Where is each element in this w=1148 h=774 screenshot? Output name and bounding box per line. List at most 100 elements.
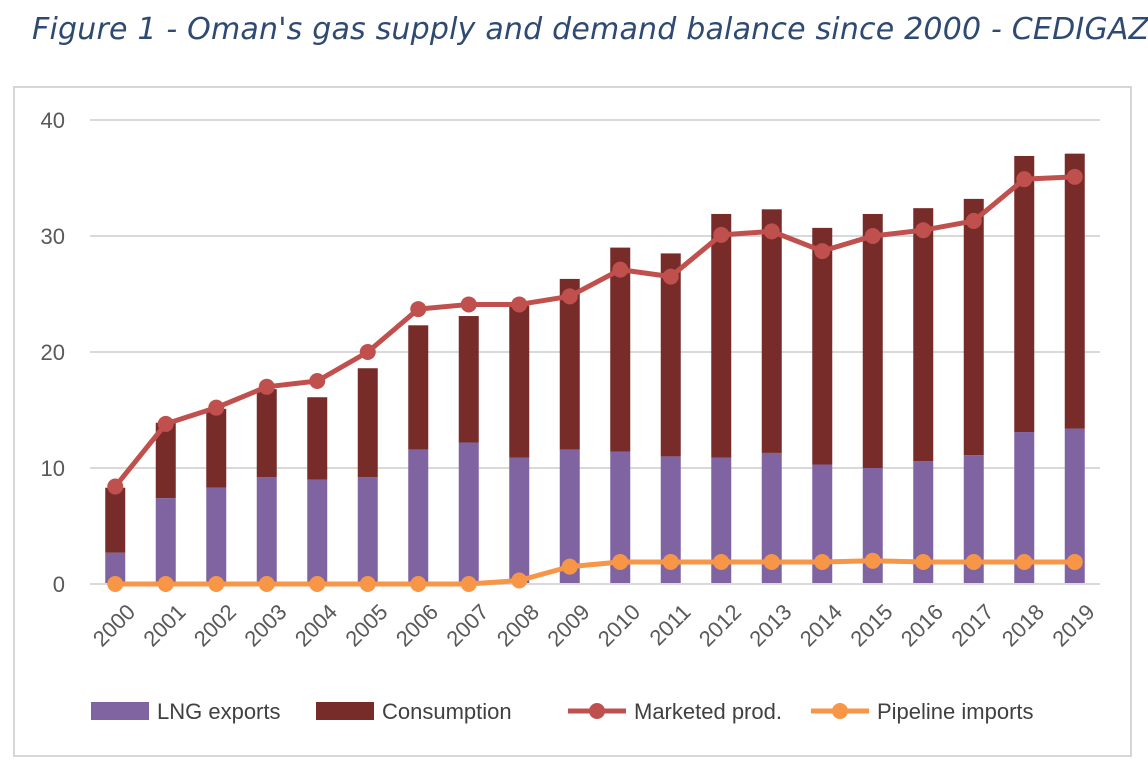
bar-consumption-2005	[357, 368, 378, 478]
y-axis-ticks: 0 10 20 30 40	[41, 108, 65, 597]
bar-lng-exports-2018	[1014, 432, 1035, 584]
x-tick-label: 2007	[441, 599, 493, 651]
marker-pipeline-imports-2006	[410, 576, 427, 592]
marker-marketed-prod-2005	[359, 344, 376, 360]
bar-consumption-2012	[711, 213, 732, 458]
x-tick-label: 2001	[138, 599, 190, 651]
x-tick-label: 2017	[946, 599, 998, 651]
y-tick-label: 0	[53, 572, 65, 597]
x-tick-label: 2016	[896, 599, 948, 651]
y-tick-label: 30	[41, 224, 65, 249]
bar-consumption-2004	[307, 397, 328, 480]
marker-pipeline-imports-2012	[713, 553, 730, 570]
bar-consumption-2013	[761, 209, 782, 453]
x-tick-label: 2018	[997, 599, 1049, 651]
marker-pipeline-imports-2014	[814, 553, 831, 570]
x-tick-label: 2005	[340, 599, 392, 651]
bar-lng-exports-2001	[155, 498, 176, 584]
bar-lng-exports-2003	[256, 477, 277, 584]
bar-consumption-2003	[256, 389, 277, 478]
legend-swatch-consumption	[316, 702, 374, 720]
bar-consumption-2015	[862, 213, 883, 468]
series-lines	[107, 168, 1083, 592]
legend-marker-marketed-prod	[589, 703, 605, 719]
legend-marker-pipeline-imports	[832, 703, 848, 719]
marker-marketed-prod-2008	[511, 296, 528, 313]
x-tick-label: 2019	[1047, 599, 1099, 651]
bar-lng-exports-2013	[761, 452, 782, 584]
chart-frame: 0 10 20 30 40 2000 2001 2002 2003 2004 2005 2006 20…	[13, 86, 1132, 757]
bar-lng-exports-2002	[206, 487, 227, 584]
bar-consumption-2011	[660, 253, 681, 457]
legend-label-marketed-prod: Marketed prod.	[634, 699, 782, 724]
bar-lng-exports-2012	[711, 457, 732, 584]
legend-label-consumption: Consumption	[382, 699, 512, 724]
marker-pipeline-imports-2016	[915, 553, 932, 570]
bar-lng-exports-2017	[963, 455, 984, 584]
bar-lng-exports-2006	[408, 449, 429, 584]
marker-marketed-prod-2018	[1016, 171, 1033, 188]
bar-lng-exports-2005	[357, 477, 378, 584]
marker-marketed-prod-2000	[107, 478, 124, 495]
bar-consumption-2016	[913, 208, 934, 462]
bar-lng-exports-2007	[458, 442, 479, 584]
bar-consumption-2007	[458, 316, 479, 443]
x-tick-label: 2013	[744, 599, 796, 651]
bar-consumption-2008	[509, 305, 530, 458]
y-tick-label: 10	[41, 456, 65, 481]
marker-marketed-prod-2004	[309, 373, 326, 389]
bar-lng-exports-2011	[660, 456, 681, 584]
line-marketed-prod	[113, 174, 1075, 489]
bar-consumption-2014	[812, 227, 833, 465]
bar-consumption-2018	[1014, 155, 1035, 433]
marker-marketed-prod-2007	[460, 296, 477, 313]
bar-lng-exports-2008	[509, 457, 530, 584]
marker-marketed-prod-2016	[915, 222, 932, 239]
marker-pipeline-imports-2000	[107, 576, 124, 592]
marker-marketed-prod-2010	[612, 261, 629, 278]
bar-lng-exports-2014	[812, 464, 833, 584]
marker-marketed-prod-2002	[208, 399, 225, 416]
x-tick-label: 2011	[644, 599, 695, 650]
marker-pipeline-imports-2008	[511, 572, 528, 589]
bar-lng-exports-2019	[1064, 428, 1085, 584]
bar-lng-exports-2010	[610, 451, 631, 584]
marker-pipeline-imports-2019	[1066, 553, 1083, 570]
gridlines	[90, 119, 1100, 469]
marker-pipeline-imports-2009	[561, 558, 578, 575]
bar-lng-exports-2009	[559, 449, 580, 584]
bar-consumption-2010	[610, 247, 631, 452]
x-tick-label: 2014	[795, 599, 847, 651]
marker-pipeline-imports-2010	[612, 553, 629, 570]
marker-marketed-prod-2014	[814, 243, 831, 260]
marker-marketed-prod-2019	[1066, 168, 1083, 185]
marker-pipeline-imports-2001	[157, 576, 174, 592]
line-pipeline-imports	[115, 558, 1075, 587]
bars	[105, 153, 1085, 584]
marker-pipeline-imports-2013	[763, 553, 780, 570]
bar-consumption-2001	[155, 422, 176, 499]
bar-lng-exports-2016	[913, 461, 934, 584]
marker-pipeline-imports-2017	[965, 553, 982, 570]
x-tick-label: 2015	[845, 599, 897, 651]
marker-pipeline-imports-2007	[460, 576, 477, 592]
marker-marketed-prod-2006	[410, 301, 427, 318]
marker-marketed-prod-2003	[258, 378, 275, 395]
marker-marketed-prod-2015	[864, 228, 881, 244]
marker-marketed-prod-2009	[561, 288, 578, 305]
marker-pipeline-imports-2011	[662, 553, 679, 570]
x-tick-label: 2008	[492, 599, 544, 651]
x-tick-label: 2004	[290, 599, 342, 651]
marker-pipeline-imports-2004	[309, 576, 326, 592]
marker-marketed-prod-2001	[157, 415, 174, 432]
x-tick-label: 2002	[189, 599, 241, 651]
marker-marketed-prod-2012	[713, 226, 730, 243]
bar-consumption-2002	[206, 408, 227, 488]
bar-consumption-2006	[408, 325, 429, 450]
bar-consumption-2000	[105, 487, 126, 553]
y-tick-label: 20	[41, 340, 65, 365]
legend-label-pipeline-imports: Pipeline imports	[877, 699, 1034, 724]
marker-marketed-prod-2017	[965, 212, 982, 229]
x-tick-label: 2010	[593, 599, 645, 651]
